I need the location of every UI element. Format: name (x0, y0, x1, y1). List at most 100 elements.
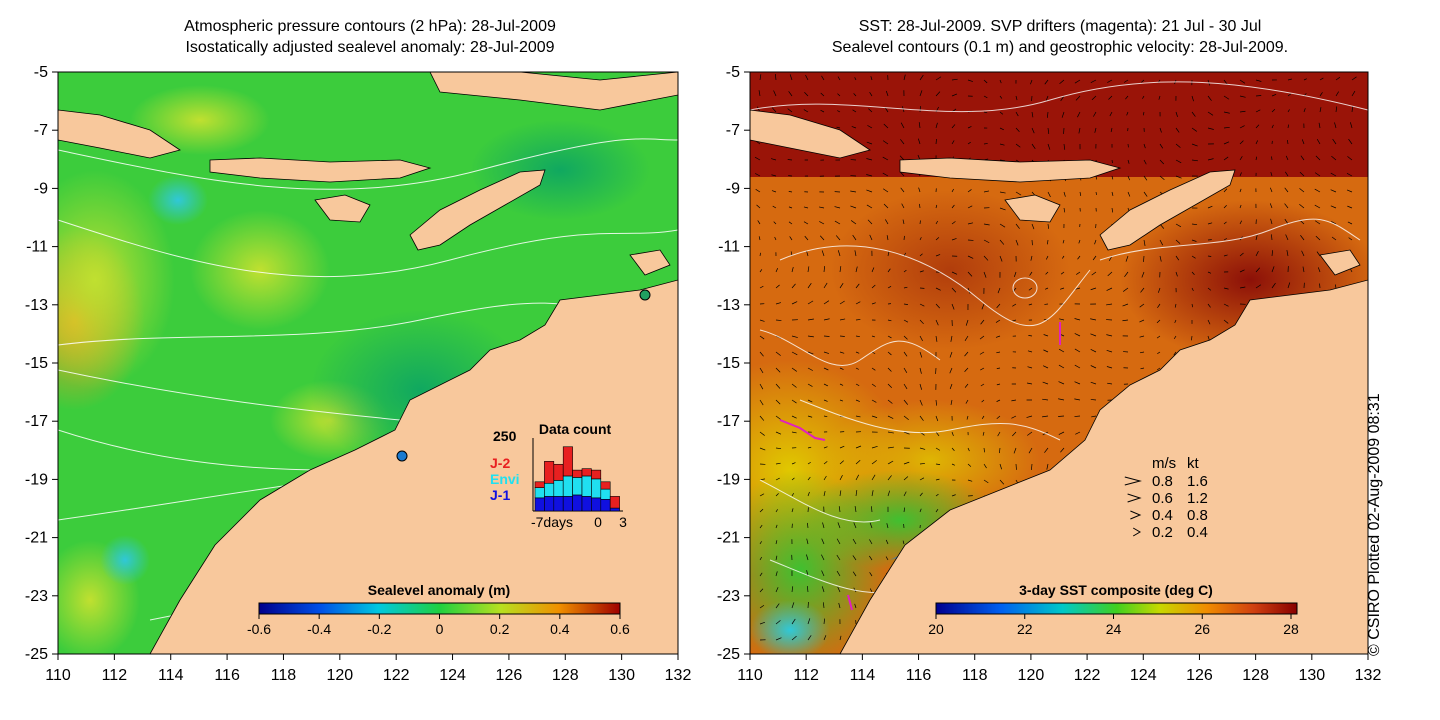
velocity-arrow (1111, 207, 1114, 213)
velocity-arrow (903, 383, 908, 390)
velocity-arrow (1287, 124, 1289, 129)
data-count-bar-j2 (591, 469, 602, 480)
velocity-arrow (983, 271, 987, 278)
lon-tick-label: 124 (439, 667, 466, 684)
velocity-arrow (758, 236, 761, 241)
lon-tick-label: 130 (1298, 667, 1325, 684)
sla-yellow-patch (190, 210, 330, 330)
velocity-arrow (820, 92, 825, 97)
data-count-bar-envi (572, 477, 583, 496)
velocity-arrow (919, 74, 924, 81)
lon-tick-label: 112 (793, 667, 819, 684)
velocity-arrow (853, 93, 857, 97)
velocity-arrow (1335, 91, 1339, 97)
velocity-arrow (1095, 191, 1097, 196)
velocity-arrow (807, 491, 810, 497)
velocity-arrow (759, 74, 762, 81)
velocity-arrow (1239, 110, 1246, 113)
velocity-arrow (979, 335, 985, 340)
velocity-arrow (823, 618, 825, 625)
velocity-arrow (982, 431, 985, 436)
velocity-arrow (866, 189, 873, 193)
velocity-arrow (1142, 95, 1145, 99)
velocity-arrow (823, 367, 829, 371)
velocity-arrow (1042, 415, 1049, 418)
velocity-arrow (775, 571, 778, 577)
velocity-arrow (1123, 79, 1129, 83)
velocity-arrow (1330, 172, 1337, 177)
velocity-arrow (867, 219, 873, 225)
velocity-arrow (804, 235, 809, 241)
velocity-arrow (853, 522, 857, 529)
left-title-line1: Atmospheric pressure contours (2 hPa): 2… (184, 18, 556, 35)
velocity-arrow (1255, 79, 1262, 82)
velocity-arrow (775, 284, 780, 289)
velocity-arrow (1159, 127, 1162, 133)
velocity-arrow (855, 415, 861, 418)
velocity-arrow (919, 463, 925, 465)
velocity-arrow (1027, 431, 1033, 436)
velocity-arrow (1191, 287, 1194, 292)
velocity-arrow (1223, 204, 1227, 209)
velocity-arrow (837, 586, 841, 593)
lon-tick-label: 114 (158, 667, 184, 684)
velocity-arrow (949, 351, 953, 358)
velocity-arrow (903, 367, 908, 373)
velocity-arrow (1191, 95, 1194, 102)
velocity-arrow (854, 77, 857, 81)
velocity-arrow (855, 283, 860, 289)
velocity-arrow (919, 319, 924, 325)
velocity-arrow (759, 588, 764, 593)
velocity-arrow (1090, 287, 1097, 291)
sla-colorbar: Sealevel anomaly (m) -0.6 -0.4 -0.2 0 0.2 0.4… (247, 582, 630, 637)
colorbar-tick-label: 24 (1106, 621, 1122, 637)
velocity-arrow (839, 351, 845, 354)
velocity-arrow (903, 303, 908, 305)
velocity-arrow (775, 399, 781, 405)
velocity-arrow (759, 541, 762, 545)
colorbar-tick-label: -0.4 (307, 621, 331, 637)
velocity-arrow (918, 138, 921, 145)
velocity-arrow (1111, 159, 1113, 164)
velocity-arrow (981, 399, 985, 403)
velocity-arrow (1223, 141, 1230, 145)
velocity-arrow (951, 78, 958, 81)
velocity-arrow (1287, 93, 1292, 97)
velocity-arrow (1207, 127, 1214, 130)
velocity-arrow (999, 95, 1003, 99)
velocity-arrow (791, 586, 794, 593)
land (750, 109, 1368, 654)
velocity-arrow (1255, 267, 1261, 273)
velocity-arrow (951, 204, 955, 209)
velocity-arrow (807, 300, 814, 305)
velocity-arrow (871, 474, 876, 481)
velocity-arrow (1271, 124, 1274, 129)
velocity-arrow (919, 203, 921, 209)
velocity-arrow (1271, 108, 1276, 113)
velocity-arrow (919, 447, 926, 450)
velocity-arrow (883, 203, 889, 209)
lat-tick-label: -21 (25, 530, 48, 547)
velocity-arrow (871, 399, 877, 403)
velocity-arrow (855, 266, 858, 273)
velocity-arrow (935, 237, 940, 241)
right-title-line2: Sealevel contours (0.1 m) and geostrophi… (831, 39, 1289, 56)
velocity-arrow (866, 158, 873, 161)
velocity-arrow (1028, 335, 1033, 337)
velocity-arrow (758, 90, 761, 97)
velocity-arrow (804, 92, 809, 97)
velocity-arrow (1108, 95, 1113, 100)
velocity-arrow (806, 554, 809, 561)
lat-tick-label: -25 (717, 646, 740, 663)
velocity-arrow (855, 351, 860, 354)
velocity-arrow (1350, 269, 1353, 273)
velocity-arrow (919, 492, 923, 497)
velocity-arrow (1061, 255, 1065, 259)
velocity-arrow (823, 318, 830, 321)
lon-tick-label: 122 (383, 667, 410, 684)
velocity-arrow (885, 219, 889, 225)
velocity-arrow (1045, 287, 1049, 290)
velocity-arrow (775, 524, 778, 529)
